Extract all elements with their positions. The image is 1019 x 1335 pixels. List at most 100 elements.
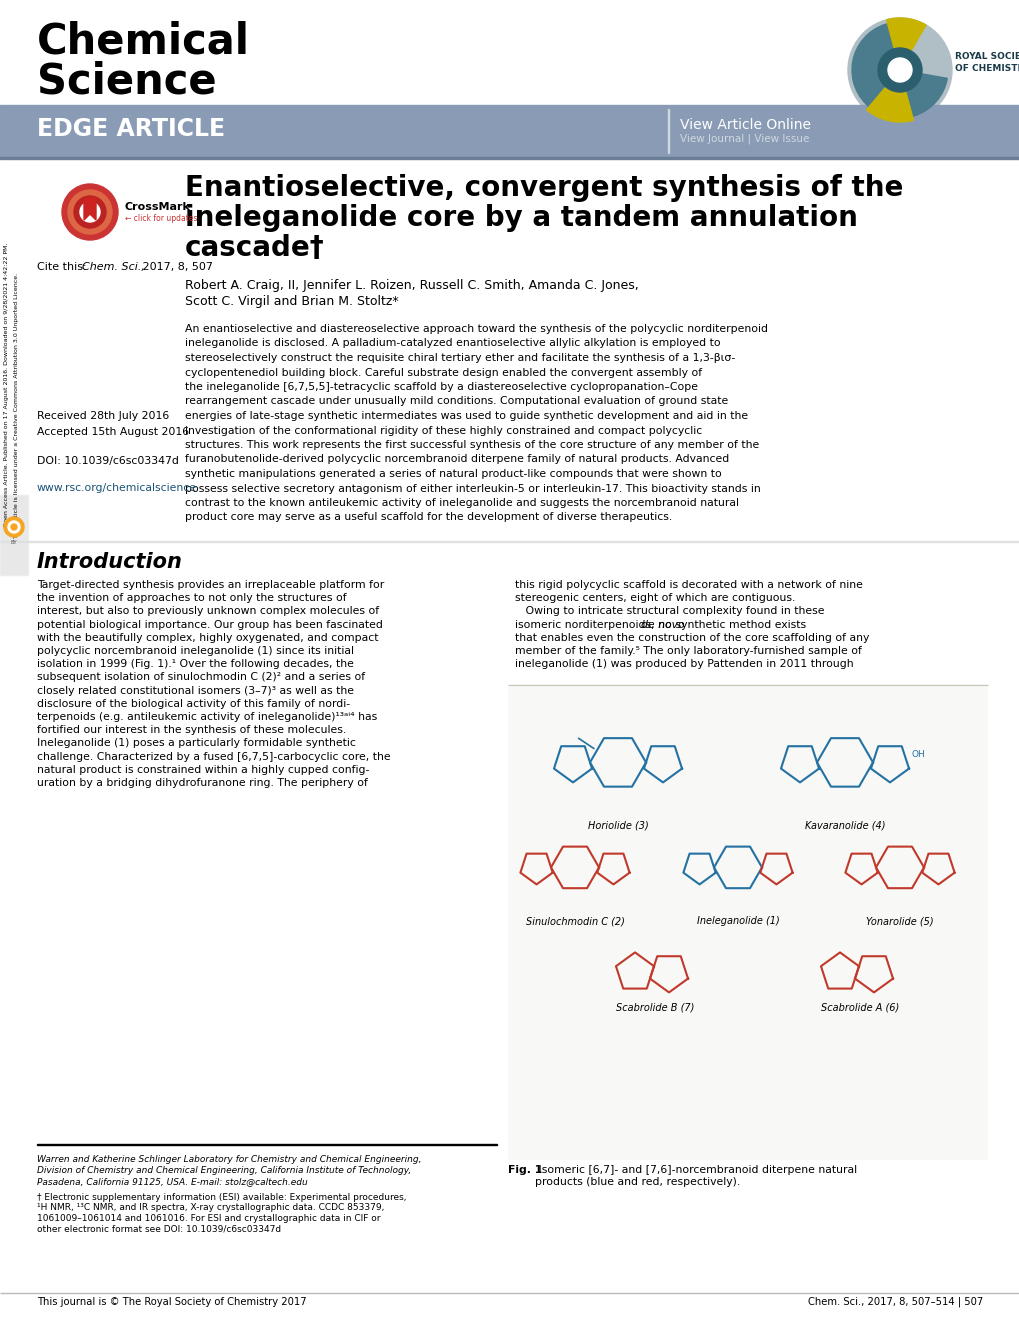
- Text: other electronic format see DOI: 10.1039/c6sc03347d: other electronic format see DOI: 10.1039…: [37, 1224, 281, 1234]
- Circle shape: [62, 184, 118, 240]
- Circle shape: [74, 196, 106, 228]
- Text: www.rsc.org/chemicalscience: www.rsc.org/chemicalscience: [37, 483, 197, 493]
- Circle shape: [8, 521, 20, 533]
- Text: Cite this:: Cite this:: [37, 262, 90, 272]
- Text: ← click for updates: ← click for updates: [125, 214, 198, 223]
- Text: synthetic method exists: synthetic method exists: [671, 619, 805, 630]
- Text: Science: Science: [37, 60, 216, 101]
- Text: investigation of the conformational rigidity of these highly constrained and com: investigation of the conformational rigi…: [184, 426, 701, 435]
- Text: Robert A. Craig, II, Jennifer L. Roizen, Russell C. Smith, Amanda C. Jones,: Robert A. Craig, II, Jennifer L. Roizen,…: [184, 279, 638, 292]
- Circle shape: [847, 17, 951, 121]
- Text: OF CHEMISTRY: OF CHEMISTRY: [954, 64, 1019, 73]
- Text: An enantioselective and diastereoselective approach toward the synthesis of the : An enantioselective and diastereoselecti…: [184, 324, 767, 334]
- Text: product core may serve as a useful scaffold for the development of diverse thera: product core may serve as a useful scaff…: [184, 513, 672, 522]
- Text: Fig. 1: Fig. 1: [507, 1165, 542, 1175]
- Text: View Journal | View Issue: View Journal | View Issue: [680, 134, 809, 144]
- Bar: [0, 105, 1019, 158]
- Text: DOI: 10.1039/c6sc03347d: DOI: 10.1039/c6sc03347d: [37, 457, 178, 466]
- Text: potential biological importance. Our group has been fascinated: potential biological importance. Our gro…: [37, 619, 382, 630]
- Text: Pasadena, California 91125, USA. E-mail: stolz@caltech.edu: Pasadena, California 91125, USA. E-mail:…: [37, 1177, 308, 1185]
- Text: interest, but also to previously unknown complex molecules of: interest, but also to previously unknown…: [37, 606, 379, 617]
- Text: the ineleganolide [6,7,5,5]-tetracyclic scaffold by a diastereoselective cyclopr: the ineleganolide [6,7,5,5]-tetracyclic …: [184, 382, 697, 392]
- Text: member of the family.⁵ The only laboratory-furnished sample of: member of the family.⁵ The only laborato…: [515, 646, 861, 655]
- Bar: [0, 495, 28, 575]
- Text: polycyclic norcembranoid ineleganolide (1) since its initial: polycyclic norcembranoid ineleganolide (…: [37, 646, 354, 655]
- Text: CrossMark: CrossMark: [125, 202, 191, 212]
- Text: Target-directed synthesis provides an irreplaceable platform for: Target-directed synthesis provides an ir…: [37, 579, 384, 590]
- Text: This article is licensed under a Creative Commons Attribution 3.0 Unported Licen: This article is licensed under a Creativ…: [14, 272, 19, 538]
- Text: structures. This work represents the first successful synthesis of the core stru: structures. This work represents the fir…: [184, 441, 758, 450]
- Text: Division of Chemistry and Chemical Engineering, California Institute of Technolo: Division of Chemistry and Chemical Engin…: [37, 1165, 411, 1175]
- Circle shape: [11, 525, 17, 530]
- Text: rearrangement cascade under unusually mild conditions. Computational evaluation : rearrangement cascade under unusually mi…: [184, 396, 728, 406]
- Text: Isomeric [6,7]- and [7,6]-norcembranoid diterpene natural
products (blue and red: Isomeric [6,7]- and [7,6]-norcembranoid …: [535, 1165, 856, 1187]
- Text: Chem. Sci., 2017, 8, 507–514 | 507: Chem. Sci., 2017, 8, 507–514 | 507: [807, 1296, 982, 1307]
- Text: this rigid polycyclic scaffold is decorated with a network of nine: this rigid polycyclic scaffold is decora…: [515, 579, 862, 590]
- Wedge shape: [851, 23, 947, 117]
- Text: Accepted 15th August 2016: Accepted 15th August 2016: [37, 427, 189, 437]
- Text: natural product is constrained within a highly cupped config-: natural product is constrained within a …: [37, 765, 369, 774]
- Text: Warren and Katherine Schlinger Laboratory for Chemistry and Chemical Engineering: Warren and Katherine Schlinger Laborator…: [37, 1155, 421, 1164]
- Text: Scabrolide A (6): Scabrolide A (6): [820, 1003, 898, 1012]
- Text: 1061009–1061014 and 1061016. For ESI and crystallographic data in CIF or: 1061009–1061014 and 1061016. For ESI and…: [37, 1214, 380, 1223]
- Text: Open Access Article. Published on 17 August 2016. Downloaded on 9/28/2021 4:42:2: Open Access Article. Published on 17 Aug…: [4, 243, 9, 527]
- Text: 2017, 8, 507: 2017, 8, 507: [139, 262, 213, 272]
- Text: furanobutenolide-derived polycyclic norcembranoid diterpene family of natural pr: furanobutenolide-derived polycyclic norc…: [184, 454, 729, 465]
- Text: Ineleganolide (1) poses a particularly formidable synthetic: Ineleganolide (1) poses a particularly f…: [37, 738, 356, 749]
- Text: Chem. Sci.,: Chem. Sci.,: [82, 262, 145, 272]
- Text: Ineleganolide (1): Ineleganolide (1): [696, 916, 779, 926]
- Text: that enables even the construction of the core scaffolding of any: that enables even the construction of th…: [515, 633, 868, 642]
- Text: fortified our interest in the synthesis of these molecules.: fortified our interest in the synthesis …: [37, 725, 345, 736]
- Text: ineleganolide core by a tandem annulation: ineleganolide core by a tandem annulatio…: [184, 204, 857, 232]
- Text: This journal is © The Royal Society of Chemistry 2017: This journal is © The Royal Society of C…: [37, 1298, 307, 1307]
- Text: OH: OH: [911, 750, 925, 758]
- Text: ROYAL SOCIETY: ROYAL SOCIETY: [954, 52, 1019, 61]
- Text: Horiolide (3): Horiolide (3): [587, 821, 648, 830]
- Text: BY: BY: [10, 539, 17, 545]
- Text: synthetic manipulations generated a series of natural product-like compounds tha: synthetic manipulations generated a seri…: [184, 469, 721, 479]
- Text: Kavaranolide (4): Kavaranolide (4): [804, 821, 884, 830]
- Text: subsequent isolation of sinulochmodin C (2)² and a series of: subsequent isolation of sinulochmodin C …: [37, 673, 365, 682]
- Text: challenge. Characterized by a fused [6,7,5]-carbocyclic core, the: challenge. Characterized by a fused [6,7…: [37, 752, 390, 761]
- Text: cyclopentenediol building block. Careful substrate design enabled the convergent: cyclopentenediol building block. Careful…: [184, 367, 701, 378]
- Text: Yonarolide (5): Yonarolide (5): [865, 916, 933, 926]
- Bar: [507, 688, 987, 1160]
- Text: stereoselectively construct the requisite chiral tertiary ether and facilitate t: stereoselectively construct the requisit…: [184, 352, 735, 363]
- Text: Chemical: Chemical: [37, 20, 250, 61]
- Text: View Article Online: View Article Online: [680, 117, 810, 132]
- Text: stereogenic centers, eight of which are contiguous.: stereogenic centers, eight of which are …: [515, 593, 795, 603]
- Text: isolation in 1999 (Fig. 1).¹ Over the following decades, the: isolation in 1999 (Fig. 1).¹ Over the fo…: [37, 659, 354, 669]
- Text: Sinulochmodin C (2): Sinulochmodin C (2): [525, 916, 624, 926]
- Text: EDGE ARTICLE: EDGE ARTICLE: [37, 117, 225, 142]
- Text: isomeric norditerpenoids, no: isomeric norditerpenoids, no: [515, 619, 675, 630]
- Polygon shape: [84, 198, 96, 220]
- Circle shape: [68, 190, 112, 234]
- Text: Introduction: Introduction: [37, 551, 182, 571]
- Bar: [0, 495, 28, 575]
- Text: Received 28th July 2016: Received 28th July 2016: [37, 411, 169, 421]
- Text: Owing to intricate structural complexity found in these: Owing to intricate structural complexity…: [515, 606, 823, 617]
- Circle shape: [4, 517, 24, 537]
- Wedge shape: [866, 69, 913, 121]
- Bar: [0, 158, 1019, 159]
- Text: disclosure of the biological activity of this family of nordi-: disclosure of the biological activity of…: [37, 698, 350, 709]
- Text: Scott C. Virgil and Brian M. Stoltz*: Scott C. Virgil and Brian M. Stoltz*: [184, 295, 398, 308]
- Text: terpenoids (e.g. antileukemic activity of ineleganolide)¹³ᵃⁱ⁴ has: terpenoids (e.g. antileukemic activity o…: [37, 712, 377, 722]
- Text: the invention of approaches to not only the structures of: the invention of approaches to not only …: [37, 593, 346, 603]
- Text: ineleganolide (1) was produced by Pattenden in 2011 through: ineleganolide (1) was produced by Patten…: [515, 659, 853, 669]
- Text: ¹H NMR, ¹³C NMR, and IR spectra, X-ray crystallographic data. CCDC 853379,: ¹H NMR, ¹³C NMR, and IR spectra, X-ray c…: [37, 1203, 384, 1212]
- Text: ineleganolide is disclosed. A palladium-catalyzed enantioselective allylic alkyl: ineleganolide is disclosed. A palladium-…: [184, 339, 719, 348]
- Text: uration by a bridging dihydrofuranone ring. The periphery of: uration by a bridging dihydrofuranone ri…: [37, 778, 368, 788]
- Text: with the beautifully complex, highly oxygenated, and compact: with the beautifully complex, highly oxy…: [37, 633, 378, 642]
- Circle shape: [79, 202, 100, 222]
- Text: cascade†: cascade†: [184, 234, 324, 262]
- Circle shape: [877, 48, 921, 92]
- Text: † Electronic supplementary information (ESI) available: Experimental procedures,: † Electronic supplementary information (…: [37, 1193, 407, 1202]
- Wedge shape: [886, 17, 925, 69]
- Circle shape: [888, 57, 911, 81]
- Text: Scabrolide B (7): Scabrolide B (7): [615, 1003, 694, 1012]
- Text: possess selective secretory antagonism of either interleukin-5 or interleukin-17: possess selective secretory antagonism o…: [184, 483, 760, 494]
- Text: energies of late-stage synthetic intermediates was used to guide synthetic devel: energies of late-stage synthetic interme…: [184, 411, 747, 421]
- Text: de novo: de novo: [641, 619, 684, 630]
- Text: closely related constitutional isomers (3–7)³ as well as the: closely related constitutional isomers (…: [37, 686, 354, 696]
